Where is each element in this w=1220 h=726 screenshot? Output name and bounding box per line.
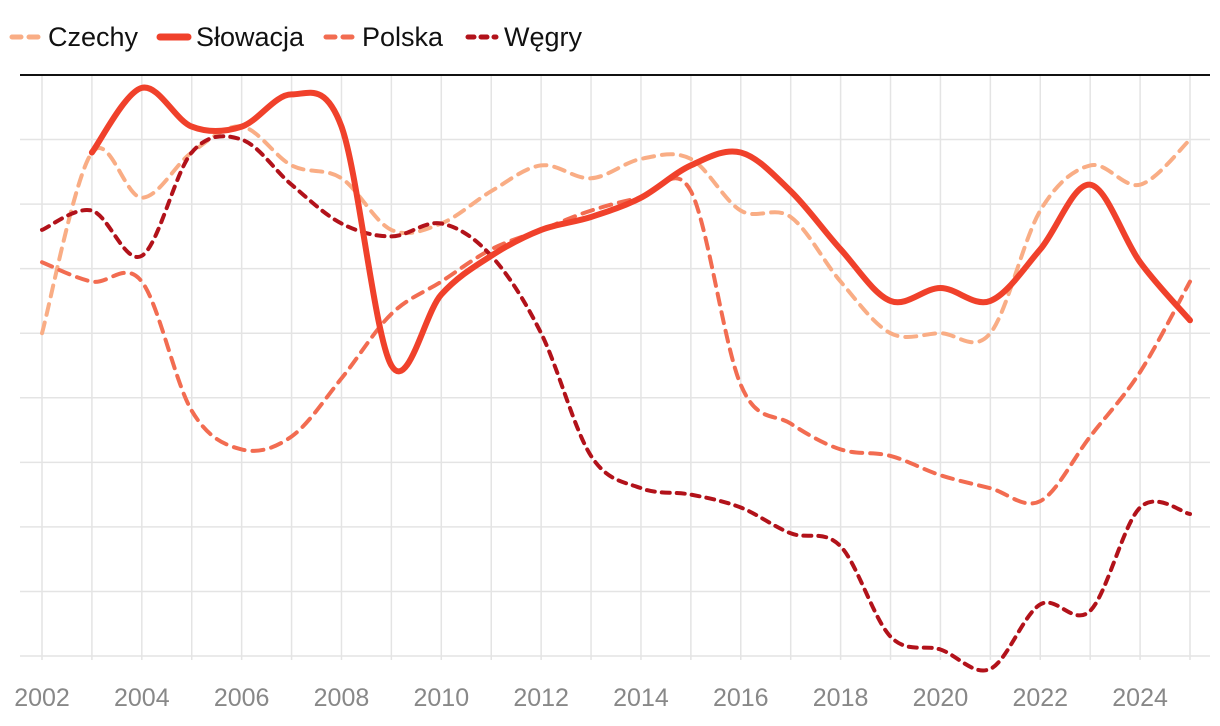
legend-label-polska: Polska xyxy=(362,22,444,52)
series-line-polska xyxy=(40,176,1192,506)
x-tick-label: 2012 xyxy=(513,684,569,712)
x-tick-label: 2002 xyxy=(14,684,70,712)
x-tick-label: 2004 xyxy=(114,684,170,712)
series-line-słowacja xyxy=(88,84,1193,375)
x-tick-label: 2010 xyxy=(413,684,469,712)
x-tick-label: 2008 xyxy=(314,684,370,712)
gridlines xyxy=(20,74,1210,660)
legend-label-słowacja: Słowacja xyxy=(196,22,305,52)
legend-label-węgry: Węgry xyxy=(504,22,583,52)
x-tick-label: 2006 xyxy=(214,684,270,712)
x-axis-tick-labels: 2002 2004 2006 2008 2010 2012 2014 2016 2018 2020… xyxy=(14,684,1168,712)
series-line-czechy xyxy=(40,124,1192,345)
legend-label-czechy: Czechy xyxy=(48,22,139,52)
series-lines xyxy=(40,84,1193,673)
x-tick-label: 2022 xyxy=(1012,684,1068,712)
x-tick-label: 2016 xyxy=(713,684,769,712)
x-tick-label: 2020 xyxy=(913,684,969,712)
x-tick-label: 2024 xyxy=(1112,684,1168,712)
legend: Czechy Słowacja Polska Węgry xyxy=(9,22,583,52)
x-tick-label: 2014 xyxy=(613,684,669,712)
x-tick-label: 2018 xyxy=(813,684,869,712)
series-line-węgry xyxy=(40,134,1192,673)
